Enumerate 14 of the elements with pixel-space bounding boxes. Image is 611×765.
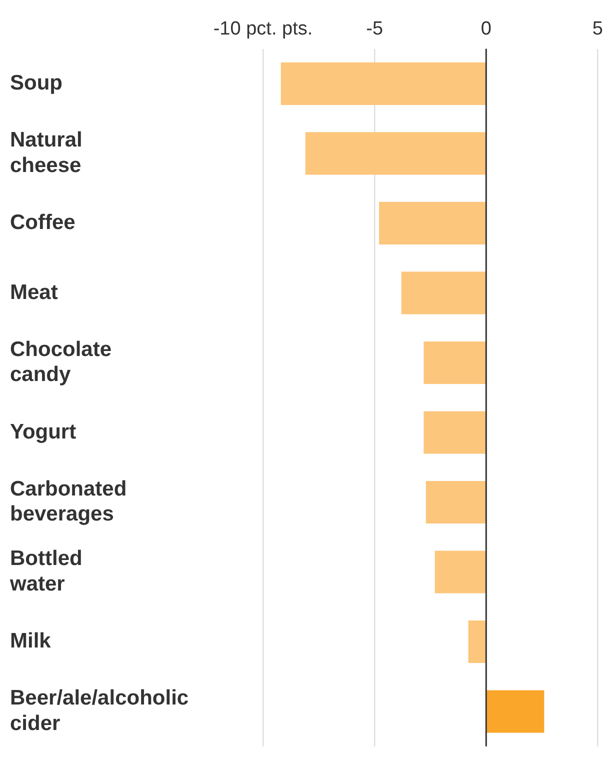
y-tick-label: Carbonated beverages [10, 477, 127, 526]
y-tick-label: Yogurt [10, 420, 76, 444]
y-tick-label: Meat [10, 280, 58, 304]
x-tick-label: 5 [592, 18, 604, 40]
y-tick-label: Coffee [10, 210, 76, 234]
y-tick-label: Natural cheese [10, 128, 82, 177]
y-tick-label: Chocolate candy [10, 338, 112, 386]
x-tick-label: 0 [480, 18, 492, 40]
y-tick-label: Beer/ale/alcoholic cider [10, 686, 189, 735]
x-tick-label: -10 pct. pts. [213, 18, 313, 40]
y-tick-label: Milk [10, 630, 52, 653]
x-tick-label: -5 [366, 18, 384, 40]
y-tick-label: Soup [10, 71, 62, 94]
y-tick-label: Bottled water [9, 547, 82, 596]
